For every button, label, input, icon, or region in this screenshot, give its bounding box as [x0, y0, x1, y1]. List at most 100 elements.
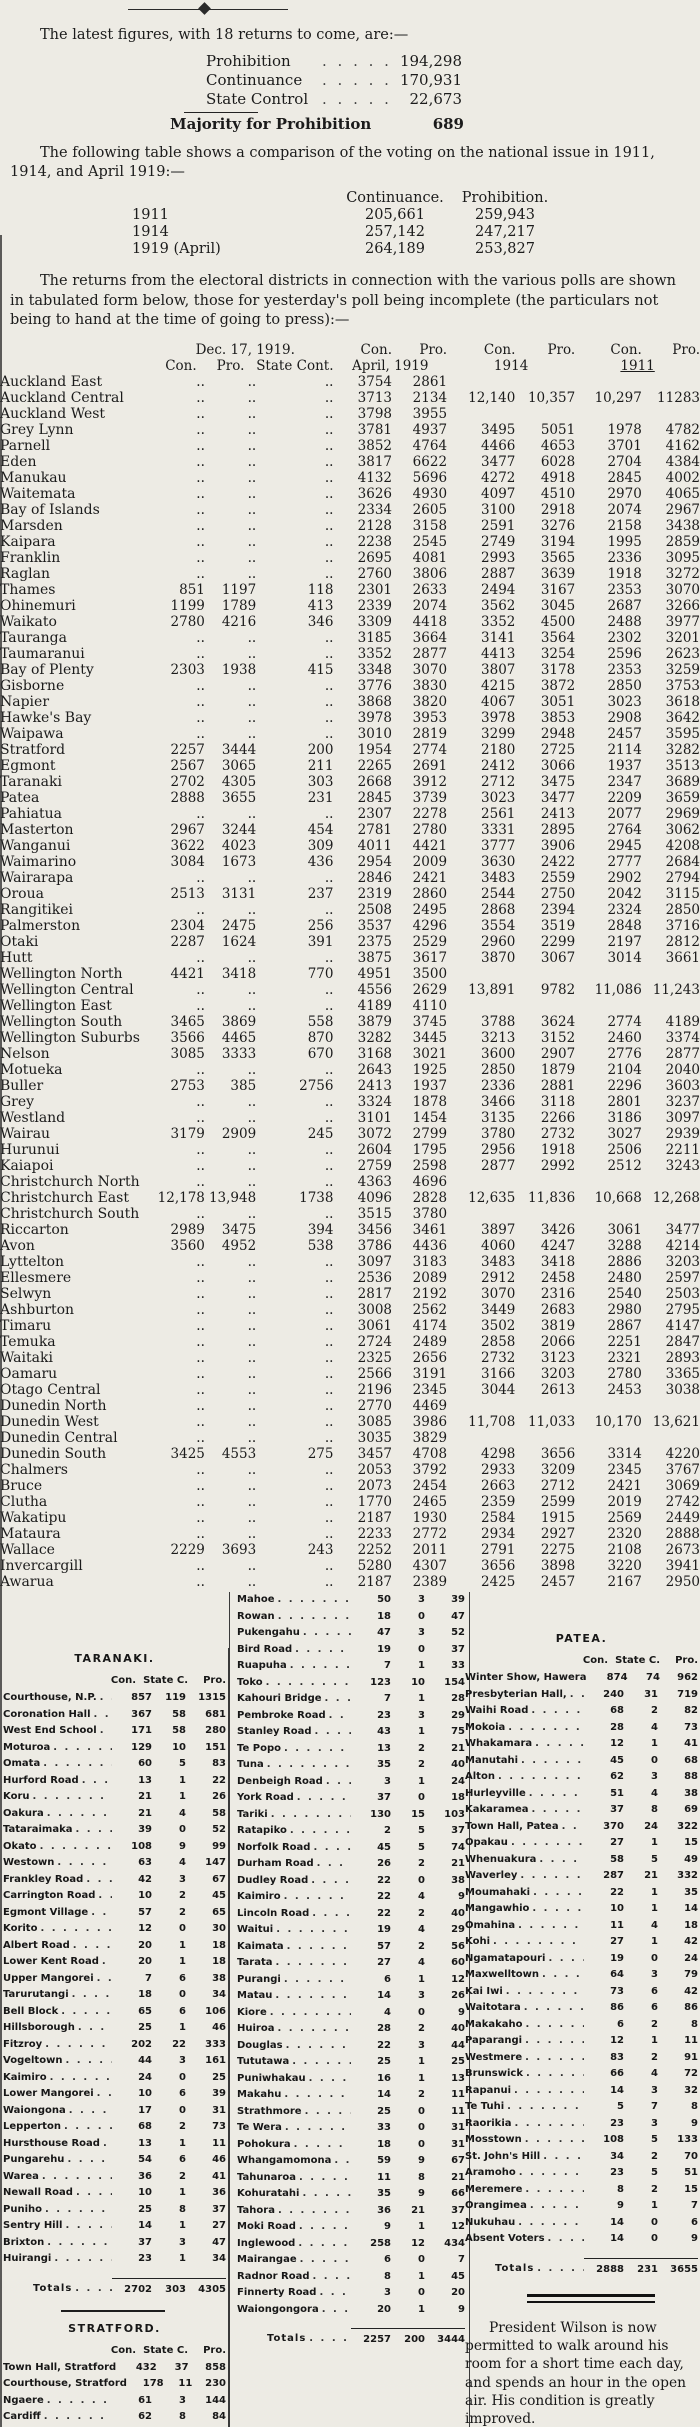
pro-value: 29 — [451, 1924, 465, 1935]
district-name: Pahiatua — [0, 805, 62, 822]
dec-state-header: State Cont. — [256, 357, 334, 374]
con-value: 9 — [617, 2200, 624, 2211]
polling-place: Opakau — [465, 1837, 508, 1848]
vote-value: 3515 — [357, 1205, 392, 1222]
intro-paragraph: The latest figures, with 18 returns to c… — [40, 27, 409, 43]
state-value: 21 — [644, 1870, 658, 1881]
dot-leader — [97, 1971, 112, 1988]
vote-value — [447, 966, 515, 982]
district-row: Buller 2753 385 2756 2413 1937 2336 2881 2296 360… — [0, 1078, 700, 1094]
dot-leader — [287, 1939, 351, 1956]
district-row: Selwyn...... 2817 2192 3070 2316 2540 2503 — [0, 1286, 700, 1302]
con-value: 108 — [131, 1840, 152, 1852]
vote-value: 4782 — [665, 421, 700, 438]
vote-value: 2812 — [665, 933, 700, 950]
vote-value: 3776 — [357, 677, 392, 694]
vote-value: 2192 — [412, 1285, 448, 1302]
state-total: 231 — [624, 2257, 658, 2280]
vote-value: 2902 — [607, 869, 642, 886]
majority-value: 689 — [432, 115, 464, 134]
polling-place: Te Wera — [237, 2122, 282, 2133]
dot-leader — [515, 2116, 584, 2133]
polling-row: Mahoe50339 — [237, 1592, 465, 1609]
vote-value: 3977 — [665, 613, 700, 630]
dot-leader — [302, 2186, 351, 2203]
vote-value: 3254 — [540, 645, 576, 662]
state-value: 1 — [418, 2221, 425, 2232]
vote-value: 2992 — [540, 1157, 576, 1174]
state-value: 10 — [411, 1676, 425, 1688]
state-value: 1 — [651, 1936, 658, 1947]
dot-leader — [267, 1757, 351, 1774]
con-value: 44 — [138, 2055, 152, 2066]
vote-value: .. — [247, 869, 257, 886]
polling-row: Alton62388 — [465, 1769, 698, 1786]
pro-value: 9 — [458, 2006, 465, 2018]
vote-value: .. — [196, 485, 205, 502]
vote-value: .. — [196, 1205, 205, 1222]
vote-value: 2529 — [412, 933, 448, 950]
polling-place: Mosstown — [465, 2134, 522, 2145]
pro-value: 70 — [684, 2150, 698, 2162]
con-value: 8 — [384, 2270, 391, 2282]
vote-value: 4951 — [357, 965, 392, 982]
vote-value — [515, 1430, 575, 1446]
district-name: Waitemata — [0, 485, 76, 502]
vote-value: .. — [247, 533, 257, 550]
vote-value: 3754 — [357, 373, 392, 390]
con-value: 23 — [610, 2117, 624, 2129]
vote-value: 2307 — [357, 805, 392, 822]
vote-value: 2508 — [357, 901, 392, 918]
district-name: Christchurch East — [0, 1189, 129, 1206]
vote-value: 1738 — [299, 1189, 334, 1206]
vote-value: .. — [324, 421, 334, 438]
dot-leader — [507, 2099, 584, 2116]
district-name: Bay of Plenty — [0, 661, 94, 678]
dot-leader — [50, 2070, 112, 2087]
polling-place: Omata — [3, 1758, 41, 1769]
polling-row: Whakamara12141 — [465, 1736, 698, 1753]
vote-value: .. — [196, 1109, 205, 1126]
vote-value: 4296 — [412, 917, 448, 934]
vote-value: 3500 — [412, 965, 448, 982]
vote-value: 2073 — [357, 1477, 392, 1494]
polling-place: Korito — [3, 1923, 38, 1934]
vote-value: 3661 — [665, 949, 700, 966]
polling-row: Tataraimaka39052 — [3, 1822, 226, 1839]
vote-value: .. — [324, 693, 334, 710]
con-total: 2702 — [112, 2277, 152, 2300]
vote-value: 4162 — [665, 437, 700, 454]
polling-place: Brunswick — [465, 2068, 523, 2079]
state-value: 6 — [651, 2002, 658, 2013]
vote-value: 2912 — [481, 1269, 516, 1286]
vote-value: 4272 — [481, 469, 516, 486]
polling-place: Moki Road — [237, 2221, 296, 2232]
district-name: Wellington East — [0, 997, 112, 1014]
vote-value: 2480 — [607, 1269, 642, 1286]
vote-value: 2858 — [481, 1333, 516, 1350]
vote-value: 3564 — [540, 629, 576, 646]
district-name: Christchurch South — [0, 1205, 140, 1222]
vote-value: .. — [247, 405, 257, 422]
polling-row: Strathmore25011 — [237, 2104, 465, 2121]
vote-value: 6622 — [412, 453, 448, 470]
state-header: State C. — [143, 2344, 188, 2356]
vote-value: 3266 — [665, 597, 700, 614]
vote-value: 2540 — [607, 1285, 642, 1302]
polling-place: Mokoia — [465, 1721, 506, 1733]
vote-value — [642, 998, 700, 1014]
comparison-row: 1914 257,142 247,217 — [118, 224, 560, 241]
summary-label: Continuance — [206, 71, 303, 90]
vote-value: .. — [247, 501, 257, 518]
vote-value: 2319 — [357, 885, 392, 902]
vote-value: 3045 — [540, 597, 576, 614]
district-row: Avon 3560 4952 538 3786 4436 4060 4247 3288 4214 — [0, 1238, 700, 1254]
district-name: Wellington Suburbs — [0, 1029, 140, 1046]
district-name: Ashburton — [0, 1301, 75, 1318]
vote-value: .. — [324, 1557, 334, 1574]
vote-value: 4189 — [357, 997, 392, 1014]
vote-value: 256 — [307, 917, 334, 934]
dot-leader — [322, 52, 394, 71]
polling-row: Te Tuhi578 — [465, 2099, 698, 2116]
pro-value: 36 — [212, 2187, 226, 2198]
